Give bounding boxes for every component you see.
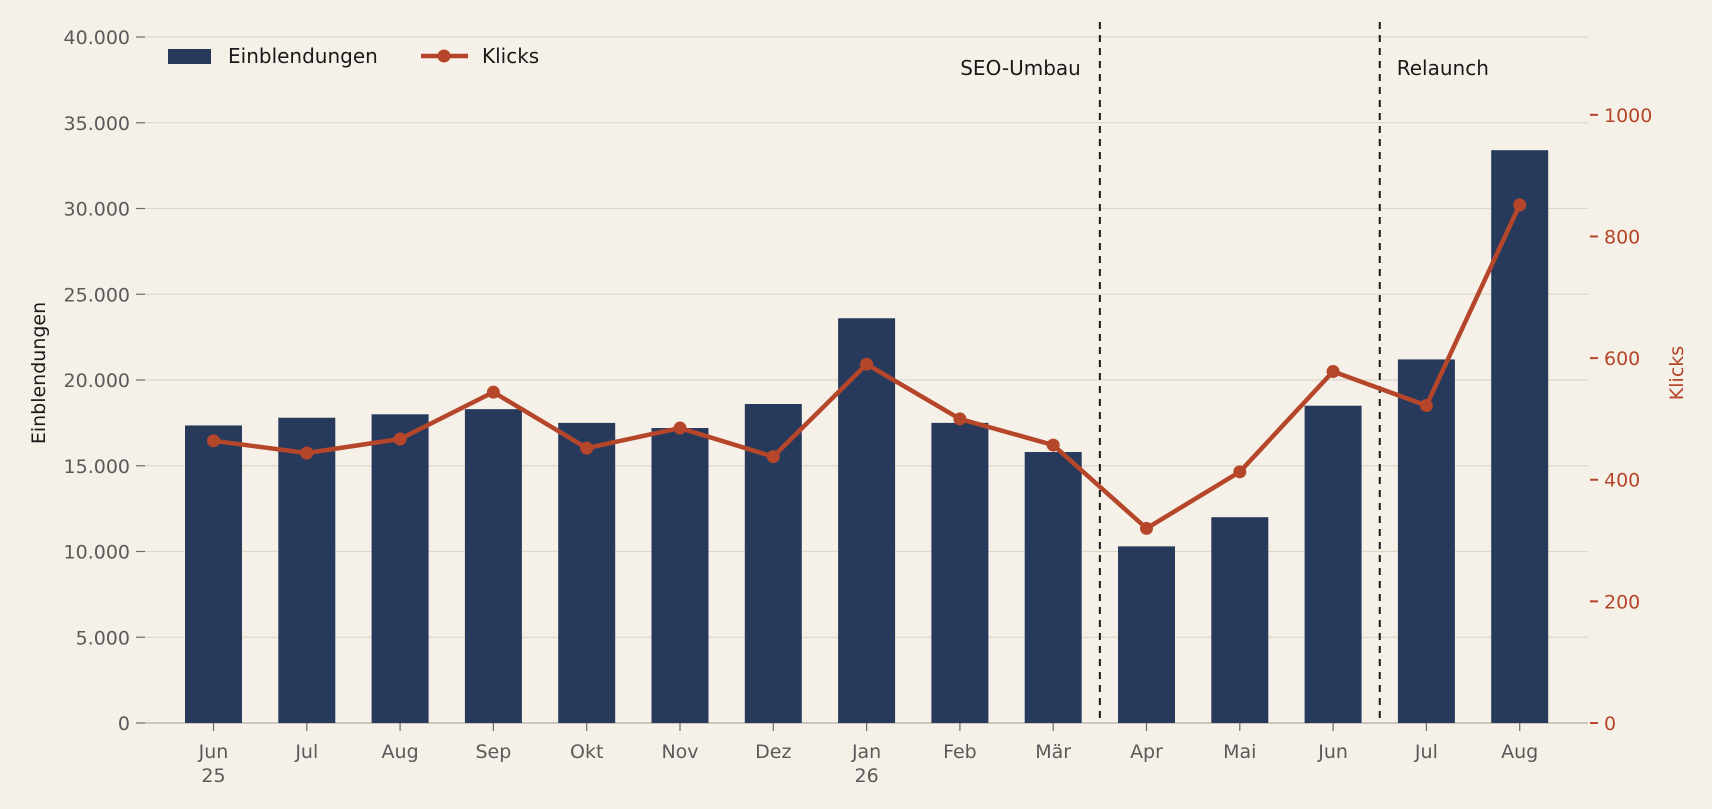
x-tick-label: Nov (661, 741, 698, 763)
line-point (1046, 438, 1060, 452)
bar (931, 422, 989, 723)
bar (185, 425, 242, 723)
bar (1211, 517, 1269, 723)
y-tick-label: 30.000 (64, 199, 130, 221)
y-tick-label: 10.000 (64, 542, 130, 564)
y-tick-label: 20.000 (64, 370, 130, 392)
x-tick-label: Feb (943, 741, 977, 763)
y2-tick-label: 400 (1604, 470, 1640, 492)
y-tick-label: 0 (118, 713, 130, 735)
x-tick-label: Apr (1130, 741, 1163, 763)
legend-label-einblendungen: Einblendungen (228, 44, 378, 68)
line-point (953, 412, 967, 426)
bar (1397, 359, 1455, 723)
line-point (300, 446, 314, 460)
x-tick-label: Jan 26 (851, 741, 881, 787)
bar (838, 318, 896, 723)
line-point (207, 434, 220, 448)
line-point (860, 357, 874, 371)
bar (1304, 405, 1362, 723)
line-point (393, 432, 407, 446)
y-tick-label: 15.000 (64, 456, 130, 478)
x-tick-label: Mai (1223, 741, 1256, 763)
y2-tick-label: 1000 (1604, 105, 1652, 127)
x-tick-label: Okt (570, 741, 603, 763)
line-point (766, 450, 780, 464)
line-point (1233, 465, 1247, 479)
x-tick-label: Aug (382, 741, 419, 763)
y-tick-label: 35.000 (64, 113, 130, 135)
y2-tick-label: 800 (1604, 226, 1640, 248)
bar (371, 414, 429, 723)
y-tick-label: 40.000 (64, 27, 130, 49)
legend-swatch-einblendungen (168, 49, 211, 64)
annotation-label: SEO-Umbau (960, 56, 1081, 80)
line-point (580, 441, 594, 455)
bar (651, 428, 709, 723)
x-tick-label: Aug (1501, 741, 1538, 763)
x-tick-label: Jul (1414, 741, 1438, 763)
y2-tick-label: 0 (1604, 713, 1616, 735)
annotation-label: Relaunch (1397, 56, 1489, 80)
y2-axis-title: Klicks (1666, 346, 1688, 400)
line-point (1419, 399, 1433, 413)
y-axis-title: Einblendungen (28, 302, 50, 444)
bar (278, 417, 336, 723)
x-tick-label: Dez (755, 741, 791, 763)
bar (1491, 150, 1549, 723)
legend-label-klicks: Klicks (482, 44, 539, 68)
line-point (1326, 364, 1340, 378)
y2-tick-label: 200 (1604, 591, 1640, 613)
line-point (1140, 521, 1153, 535)
line-point (673, 421, 687, 435)
legend-marker-klicks (437, 49, 451, 63)
bar (464, 409, 522, 723)
x-tick-label: Jun 25 (198, 741, 229, 787)
line-point (1513, 198, 1527, 212)
x-tick-label: Jul (294, 741, 318, 763)
bar (558, 422, 616, 723)
y-tick-label: 5.000 (76, 627, 130, 649)
x-tick-label: Sep (475, 741, 511, 763)
line-point (486, 385, 500, 399)
y-tick-label: 25.000 (64, 284, 130, 306)
y2-tick-label: 600 (1604, 348, 1640, 370)
bar (1118, 546, 1175, 723)
bar (1024, 452, 1082, 723)
x-tick-label: Mär (1035, 741, 1071, 763)
x-tick-label: Jun (1317, 741, 1348, 763)
